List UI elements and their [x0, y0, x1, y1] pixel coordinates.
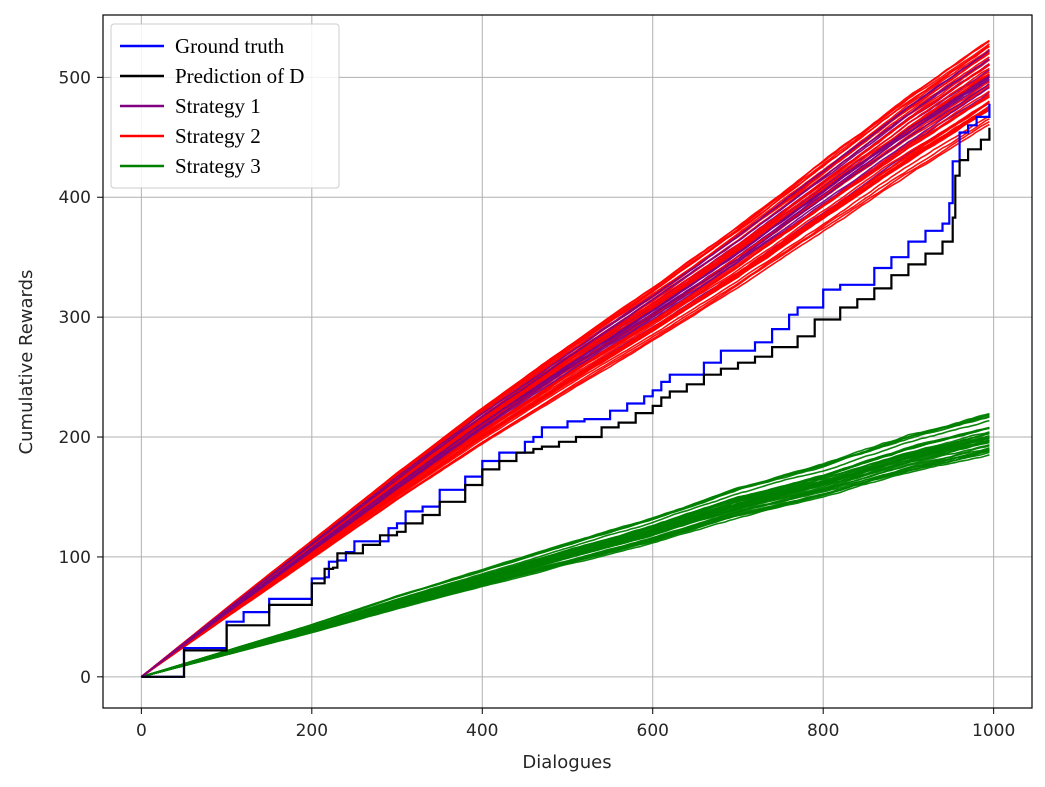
- legend-label: Strategy 2: [175, 124, 261, 148]
- legend-label: Ground truth: [175, 34, 285, 58]
- run-line: [140, 118, 990, 678]
- run-line: [141, 450, 990, 678]
- y-tick-label: 300: [59, 308, 91, 328]
- run-bands: [140, 39, 990, 678]
- plot-frame: [102, 14, 1033, 709]
- legend-label: Prediction of D: [175, 64, 304, 88]
- series-lines: [141, 103, 991, 678]
- run-line: [141, 437, 990, 678]
- run-line: [141, 432, 990, 678]
- legend: Ground truth Prediction of D Strategy 1 Str…: [110, 23, 340, 189]
- y-tick-label: 100: [59, 548, 91, 568]
- x-tick-label: 400: [466, 721, 498, 741]
- run-line: [140, 115, 990, 678]
- series-line: [141, 127, 991, 678]
- y-tick-label: 0: [80, 668, 91, 688]
- y-tick-label: 500: [59, 68, 91, 88]
- run-line: [140, 82, 990, 678]
- x-tick-label: 0: [136, 721, 147, 741]
- axis-ticks: 0 200 400 600 800 1000 0 100 200 300 400 500: [59, 68, 1016, 741]
- run-line: [140, 45, 990, 678]
- legend-label: Strategy 3: [175, 154, 261, 178]
- x-tick-label: 800: [807, 721, 839, 741]
- run-line: [140, 58, 990, 678]
- x-tick-label: 600: [637, 721, 669, 741]
- legend-box: [110, 23, 340, 189]
- y-tick-label: 200: [59, 428, 91, 448]
- y-tick-label: 400: [59, 188, 91, 208]
- run-line: [140, 96, 990, 678]
- series-line: [141, 103, 991, 678]
- grid: [103, 15, 1032, 708]
- run-line: [140, 75, 990, 678]
- x-axis-label: Dialogues: [522, 752, 611, 773]
- x-tick-label: 1000: [972, 721, 1015, 741]
- y-axis-label: Cumulative Rewards: [16, 270, 37, 455]
- run-line: [140, 108, 990, 678]
- run-line: [141, 412, 990, 678]
- legend-label: Strategy 1: [175, 94, 261, 118]
- x-tick-label: 200: [296, 721, 328, 741]
